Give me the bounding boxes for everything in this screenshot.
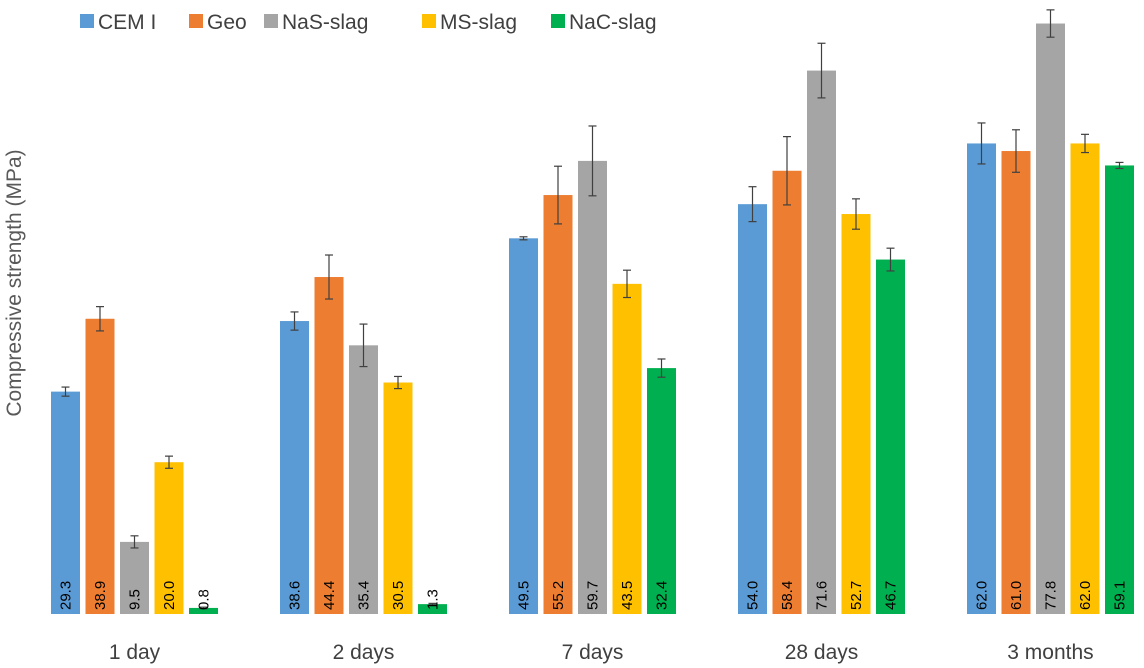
value-label: 59.7 [585,581,602,610]
value-label: 44.4 [321,581,338,610]
bar-ms-slag-2-days [383,382,413,614]
bar-geo-3-months [1001,151,1031,614]
error-bar [1012,129,1020,173]
bar-nac-slag-7-days [647,368,676,614]
value-label: 58.4 [779,581,796,610]
error-bars-group [61,9,1124,610]
error-bar [852,198,860,230]
error-bar [886,247,895,272]
value-label: 61.0 [1008,581,1025,610]
bar-ms-slag-1-day [154,462,184,614]
y-axis-label: Compressive strength (MPa) [3,149,26,416]
bar-nac-slag-2-days [418,604,447,614]
bar-geo-1-day [85,318,115,614]
bar-geo-2-days [314,277,344,614]
bar-nac-slag-3-months [1105,165,1134,614]
error-bar [394,375,402,390]
error-bar [783,136,791,206]
bar-nas-slag-3-months [1036,23,1065,614]
error-bar [588,125,597,197]
error-bar [61,386,70,397]
value-label: 43.5 [619,581,636,610]
legend-label: CEM I [98,11,156,34]
category-label: 2 days [333,641,395,664]
error-bar [290,311,299,331]
category-label: 3 months [1007,641,1093,664]
value-label: 46.7 [883,581,900,610]
error-bar [519,236,528,241]
value-label: 30.5 [390,581,407,610]
value-label: 77.8 [1043,581,1060,610]
error-bar [428,602,437,606]
value-label: 1.3 [425,589,442,610]
value-label: 38.9 [92,581,109,610]
bar-nas-slag-2-days [349,345,378,614]
error-bar [623,269,631,299]
category-labels-group: 1 day 2 days 7 days 28 days 3 months [109,641,1094,664]
value-label: 62.0 [1077,581,1094,610]
legend-swatch [189,14,203,28]
bar-nac-slag-28-days [876,259,905,614]
error-bar [657,358,666,378]
legend-swatch [264,14,278,28]
bar-ms-slag-3-months [1070,143,1100,614]
error-bar [1115,161,1124,170]
legend-swatch [551,14,565,28]
value-label: 38.6 [287,581,304,610]
error-bar [359,323,368,368]
bars-group [51,23,1134,615]
bar-cem-i-3-months [967,143,996,614]
value-label: 20.0 [161,581,178,610]
value-label: 59.1 [1112,581,1129,610]
value-label: 54.0 [745,581,762,610]
value-label: 29.3 [58,581,75,610]
value-label: 49.5 [516,581,533,610]
legend-label: Geo [207,11,247,34]
legend-swatch [80,14,94,28]
category-label: 7 days [562,641,624,664]
bar-nas-slag-7-days [578,160,607,614]
value-labels-group: 29.3 38.9 9.5 20.0 0.8 38.6 44.4 35.4 30.5 1.3 49.… [58,581,1129,610]
bar-nac-slag-1-day [189,607,218,614]
error-bar [1081,133,1089,154]
bar-nas-slag-28-days [807,70,836,614]
value-label: 71.6 [814,581,831,610]
value-label: 62.0 [974,581,991,610]
error-bar [817,42,826,99]
value-label: 32.4 [654,581,671,610]
bar-cem-i-2-days [280,321,309,614]
error-bar [165,455,173,469]
error-bar [554,165,562,225]
error-bar [325,254,333,300]
bar-geo-28-days [772,170,802,615]
category-label: 1 day [109,641,161,664]
value-label: 35.4 [356,581,373,610]
bar-cem-i-28-days [738,204,767,614]
bar-ms-slag-28-days [841,214,871,614]
legend-swatch [422,14,436,28]
bar-ms-slag-7-days [612,283,642,614]
legend: CEM I Geo NaS-slag MS-slag NaC-slag [80,11,657,34]
value-label: 9.5 [127,589,144,610]
bar-nas-slag-1-day [120,541,149,614]
error-bar [199,606,208,610]
error-bar [1046,9,1055,38]
error-bar [977,122,986,165]
value-label: 52.7 [848,581,865,610]
legend-label: NaS-slag [282,11,368,34]
error-bar [130,535,139,549]
value-label: 0.8 [196,589,213,610]
value-label: 55.2 [550,581,567,610]
legend-label: MS-slag [440,11,517,34]
bar-cem-i-1-day [51,391,80,614]
error-bar [96,306,104,332]
category-label: 28 days [785,641,859,664]
legend-label: NaC-slag [569,11,657,34]
bar-geo-7-days [543,195,573,614]
error-bar [748,186,757,223]
bar-cem-i-7-days [509,238,538,614]
